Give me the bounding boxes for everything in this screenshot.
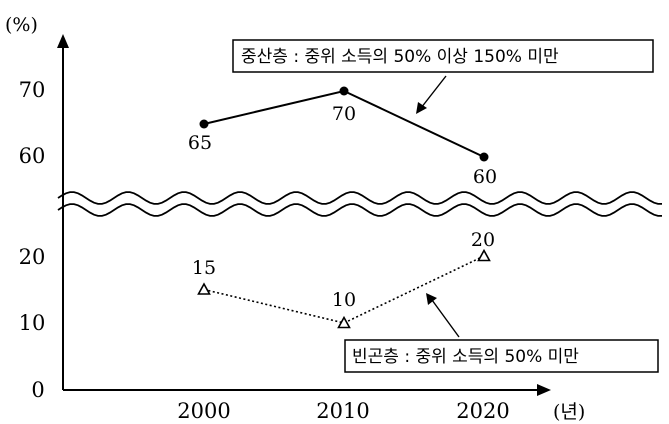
marker-poor-2000: [197, 282, 211, 295]
series-poor: [197, 248, 491, 329]
series-middle-class: [199, 86, 489, 162]
marker-middle-2010: [339, 86, 349, 96]
callout-arrowhead-middle: [416, 102, 427, 114]
break-wave-upper: [57, 191, 662, 205]
data-label-poor-2000: 15: [192, 257, 216, 279]
marker-poor-2010: [337, 315, 351, 329]
break-wave-lower: [57, 203, 662, 217]
y-tick-0: 0: [31, 378, 44, 402]
callout-arrowhead-poor: [426, 293, 437, 305]
legend-box-middle-class: [232, 39, 654, 73]
data-label-poor-2020: 20: [471, 229, 495, 251]
axis-break: [57, 191, 662, 217]
y-tick-20: 20: [19, 245, 46, 269]
legend-box-poor: [344, 339, 659, 373]
callout-arrow-poor: [431, 299, 460, 338]
data-label-middle-2020: 60: [473, 166, 497, 188]
y-axis-arrow: [57, 34, 69, 48]
data-label-middle-2000: 65: [188, 132, 212, 154]
marker-middle-2000: [199, 119, 209, 129]
y-unit-label: (%): [5, 14, 38, 36]
data-label-middle-2010: 70: [332, 103, 356, 125]
legend-text-poor: 빈곤층 : 중위 소득의 50% 미만: [352, 347, 579, 367]
y-tick-70: 70: [19, 78, 46, 102]
y-tick-10: 10: [19, 311, 46, 335]
x-unit-label: (년): [553, 401, 585, 423]
callout-arrow-middle: [420, 75, 447, 109]
x-tick-2000: 2000: [177, 399, 230, 423]
x-tick-2010: 2010: [316, 399, 369, 423]
y-tick-60: 60: [19, 144, 46, 168]
legend-text-middle-class: 중산층 : 중위 소득의 50% 이상 150% 미만: [241, 47, 559, 67]
marker-poor-2020: [477, 248, 491, 262]
marker-middle-2020: [479, 152, 489, 162]
x-tick-2020: 2020: [456, 399, 509, 423]
x-axis-arrow: [537, 384, 551, 396]
data-label-poor-2010: 10: [332, 289, 356, 311]
